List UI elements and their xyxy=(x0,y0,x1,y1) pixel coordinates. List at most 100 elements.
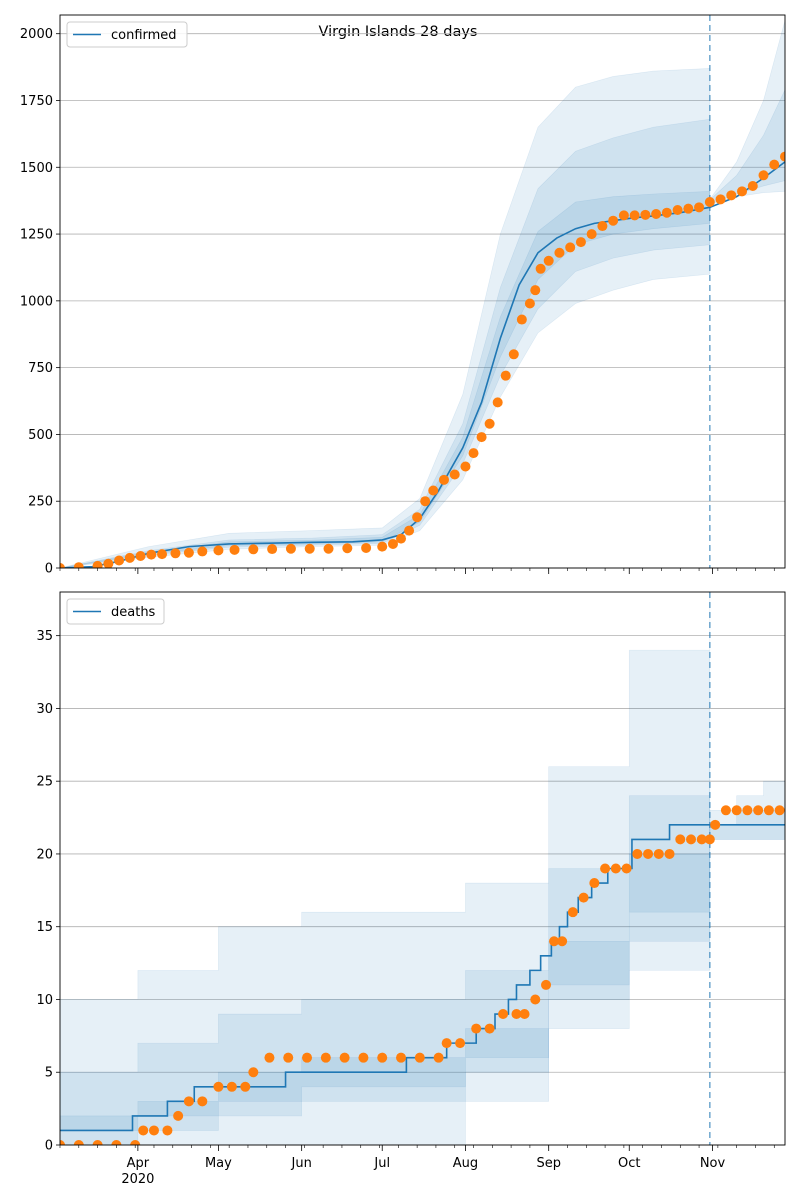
uncertainty-band xyxy=(60,810,711,1131)
observed-point xyxy=(686,834,697,845)
uncertainty-band xyxy=(60,118,711,568)
observed-point xyxy=(578,892,589,903)
observed-point xyxy=(597,221,608,232)
observed-point xyxy=(696,834,707,845)
observed-point xyxy=(554,247,565,258)
observed-point xyxy=(586,229,597,240)
observed-point xyxy=(404,525,415,536)
y-tick-label: 500 xyxy=(28,428,53,443)
observed-point xyxy=(530,285,541,296)
observed-point xyxy=(240,1081,251,1092)
observed-point xyxy=(148,1125,159,1136)
observed-point xyxy=(508,349,519,360)
observed-point xyxy=(433,1052,444,1063)
y-tick-label: 15 xyxy=(36,920,53,935)
observed-point xyxy=(285,543,296,554)
x-tick-label: Jun xyxy=(291,1156,312,1171)
observed-point xyxy=(543,255,554,266)
x-year-label: 2020 xyxy=(121,1172,154,1187)
observed-point xyxy=(664,848,675,859)
observed-point xyxy=(377,541,388,552)
y-tick-label: 1000 xyxy=(20,294,53,309)
observed-point xyxy=(589,878,600,889)
observed-point xyxy=(183,547,194,558)
observed-point xyxy=(758,170,769,181)
observed-point xyxy=(511,1009,522,1020)
observed-point xyxy=(683,203,694,214)
figure-title: Virgin Islands 28 days xyxy=(319,24,478,40)
observed-point xyxy=(704,197,715,208)
observed-point xyxy=(742,805,753,816)
observed-point xyxy=(769,159,780,170)
observed-point xyxy=(471,1023,482,1034)
observed-point xyxy=(519,1009,530,1020)
observed-point xyxy=(396,533,407,544)
observed-point xyxy=(715,194,726,205)
observed-point xyxy=(414,1052,425,1063)
observed-point xyxy=(302,1052,313,1063)
y-tick-label: 250 xyxy=(28,495,53,510)
y-tick-label: 5 xyxy=(45,1066,53,1081)
observed-point xyxy=(73,1140,84,1145)
observed-point xyxy=(103,558,114,568)
axes-frame xyxy=(59,14,786,569)
observed-point xyxy=(455,1038,466,1049)
observed-point xyxy=(780,151,785,162)
observed-point xyxy=(358,1052,369,1063)
y-tick-label: 0 xyxy=(45,1139,53,1154)
observed-point xyxy=(157,549,168,560)
observed-point xyxy=(492,397,503,408)
legend: deaths xyxy=(66,598,165,625)
observed-point xyxy=(632,848,643,859)
observed-point xyxy=(387,538,398,549)
observed-point xyxy=(651,209,662,220)
observed-point xyxy=(213,1081,224,1092)
observed-point xyxy=(530,994,541,1005)
observed-point xyxy=(264,1052,275,1063)
observed-point xyxy=(183,1096,194,1107)
observed-point xyxy=(747,180,758,191)
observed-point xyxy=(60,1140,65,1145)
y-tick-label: 2000 xyxy=(20,27,53,42)
observed-point xyxy=(320,1052,331,1063)
observed-point xyxy=(498,1009,509,1020)
observed-point xyxy=(361,542,372,553)
y-tick-label: 20 xyxy=(36,847,53,862)
uncertainty-band xyxy=(60,592,711,1145)
x-tick-label: Apr xyxy=(127,1156,150,1171)
observed-point xyxy=(441,1038,452,1049)
observed-point xyxy=(720,805,731,816)
observed-point xyxy=(342,543,353,554)
observed-point xyxy=(600,863,611,874)
observed-point xyxy=(396,1052,407,1063)
observed-point xyxy=(460,461,471,472)
y-tick-label: 1750 xyxy=(20,94,53,109)
observed-point xyxy=(114,555,125,566)
observed-point xyxy=(694,202,705,213)
observed-point xyxy=(135,550,146,561)
observed-point xyxy=(557,936,568,947)
observed-point xyxy=(146,549,157,560)
observed-point xyxy=(323,543,334,554)
legend-label: deaths xyxy=(111,605,156,620)
observed-point xyxy=(476,432,487,443)
observed-point xyxy=(484,1023,495,1034)
y-tick-label: 30 xyxy=(36,702,53,717)
observed-point xyxy=(197,1096,208,1107)
observed-point xyxy=(541,979,552,990)
observed-point xyxy=(412,512,423,523)
legend-box xyxy=(66,598,165,625)
legend: confirmed xyxy=(66,21,188,48)
observed-point xyxy=(484,418,495,429)
observed-point xyxy=(621,863,632,874)
observed-point xyxy=(535,263,546,274)
x-tick-label: Sep xyxy=(536,1156,561,1171)
axes-frame xyxy=(59,591,786,1146)
observed-point xyxy=(565,242,576,253)
observed-point xyxy=(704,834,715,845)
observed-point xyxy=(420,496,431,507)
observed-point xyxy=(731,805,742,816)
legend-box xyxy=(66,21,188,48)
observed-point xyxy=(640,209,651,220)
